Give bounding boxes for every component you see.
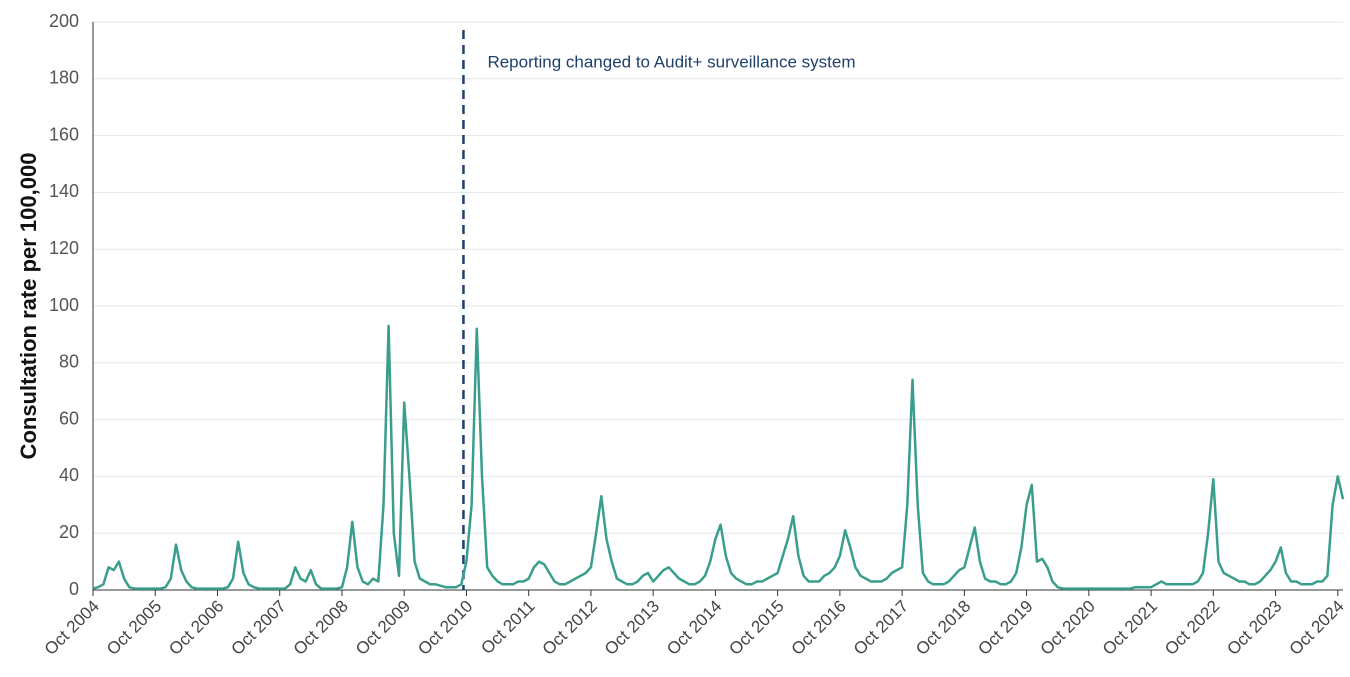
x-tick-label: Oct 2021 [1099,597,1161,659]
x-tick-label: Oct 2005 [103,597,165,659]
y-axis-title: Consultation rate per 100,000 [16,153,41,460]
x-tick-label: Oct 2024 [1286,597,1348,659]
x-tick-label: Oct 2013 [601,597,663,659]
data-line [92,324,1345,590]
y-tick-label: 160 [49,124,79,144]
y-tick-label: 100 [49,295,79,315]
y-tick-label: 40 [59,465,79,485]
x-tick-label: Oct 2016 [788,597,850,659]
y-tick-label: 60 [59,408,79,428]
x-tick-label: Oct 2012 [539,597,601,659]
x-tick-label: Oct 2011 [477,597,538,658]
y-tick-label: 80 [59,352,79,372]
x-tick-label: Oct 2022 [1161,597,1223,659]
y-tick-label: 0 [69,579,79,599]
x-tick-label: Oct 2017 [850,597,912,659]
x-tick-label: Oct 2019 [974,597,1036,659]
y-tick-label: 120 [49,238,79,258]
x-tick-label: Oct 2015 [725,597,787,659]
x-tick-label: Oct 2020 [1037,597,1099,659]
x-tick-label: Oct 2008 [290,597,352,659]
x-tick-label: Oct 2006 [165,597,227,659]
x-tick-label: Oct 2014 [663,597,725,659]
x-tick-label: Oct 2007 [227,597,289,659]
x-tick-label: Oct 2018 [912,597,974,659]
y-tick-label: 200 [49,11,79,31]
y-tick-label: 180 [49,68,79,88]
x-tick-label: Oct 2009 [352,597,414,659]
y-tick-label: 20 [59,522,79,542]
annotation-text: Reporting changed to Audit+ surveillance… [487,52,855,71]
y-tick-label: 140 [49,181,79,201]
x-tick-label: Oct 2010 [414,597,476,659]
x-tick-label: Oct 2023 [1223,597,1285,659]
x-tick-label: Oct 2004 [41,597,103,659]
